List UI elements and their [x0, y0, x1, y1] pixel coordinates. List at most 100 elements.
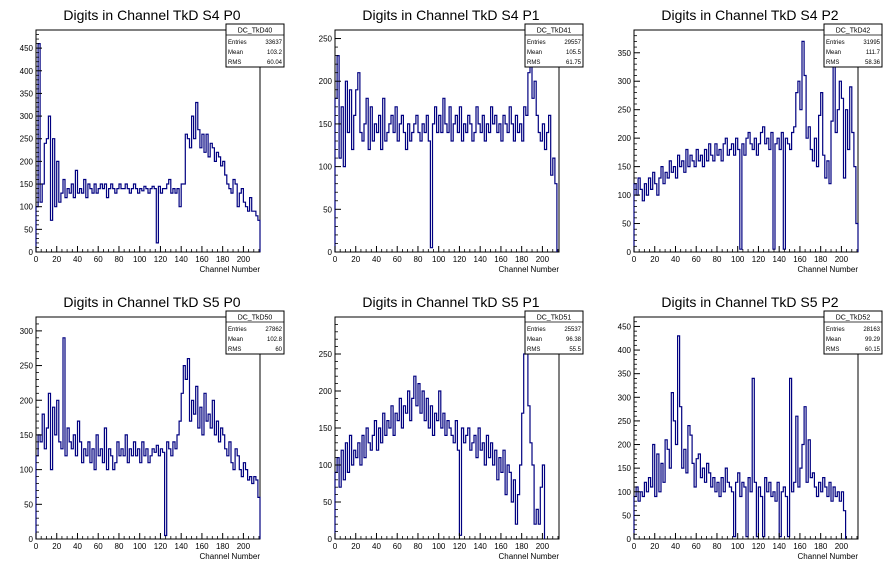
y-tick-label: 450	[20, 44, 34, 53]
x-tick-label: 100	[432, 542, 446, 551]
x-tick-label: 100	[731, 542, 745, 551]
stats-title: DC_TkD51	[537, 315, 572, 322]
x-tick-label: 200	[835, 255, 849, 264]
x-tick-label: 40	[671, 542, 680, 551]
stats-box	[823, 23, 883, 68]
histogram-series	[35, 337, 261, 539]
x-tick-label: 200	[536, 255, 550, 264]
x-tick-label: 20	[650, 542, 659, 551]
histogram-panel: Digits in Channel TkD S4 P1 0 20 40 60 80 100 1…	[319, 7, 584, 274]
x-tick-label: 120	[154, 542, 168, 551]
y-tick-label: 400	[20, 67, 34, 76]
y-tick-label: 100	[20, 203, 34, 212]
stats-row-value: 61.75	[566, 60, 582, 66]
y-tick-label: 150	[319, 120, 333, 129]
x-axis-title: Channel Number	[499, 552, 560, 561]
x-tick-label: 160	[195, 542, 209, 551]
y-tick-label: 0	[29, 248, 34, 257]
histogram-panel: Digits in Channel TkD S4 P0 0 20 40 60 80 100 1…	[20, 7, 285, 274]
x-tick-label: 60	[94, 255, 103, 264]
chart-title: Digits in Channel TkD S5 P1	[362, 294, 539, 310]
histogram-series	[35, 43, 261, 252]
y-tick-label: 150	[319, 424, 333, 433]
x-tick-label: 80	[414, 542, 423, 551]
chart-title: Digits in Channel TkD S5 P2	[661, 294, 838, 310]
stats-row-label: Entries	[527, 327, 546, 333]
x-tick-label: 160	[793, 542, 807, 551]
y-tick-label: 350	[618, 49, 632, 58]
x-tick-label: 120	[453, 542, 467, 551]
stats-row-label: Entries	[826, 327, 845, 333]
x-tick-label: 20	[52, 542, 61, 551]
x-tick-label: 200	[237, 255, 251, 264]
y-tick-label: 200	[20, 396, 34, 405]
y-tick-label: 100	[319, 461, 333, 470]
y-tick-label: 300	[618, 77, 632, 86]
x-tick-label: 80	[115, 255, 124, 264]
x-tick-label: 40	[372, 542, 381, 551]
y-tick-label: 50	[622, 220, 631, 229]
y-tick-label: 100	[319, 163, 333, 172]
y-tick-label: 100	[20, 466, 34, 475]
y-tick-label: 200	[319, 77, 333, 86]
y-tick-label: 50	[622, 511, 631, 520]
x-tick-label: 100	[731, 255, 745, 264]
y-tick-label: 250	[20, 135, 34, 144]
x-tick-label: 140	[175, 255, 189, 264]
stats-row-label: Mean	[826, 337, 841, 343]
x-tick-label: 140	[175, 542, 189, 551]
x-tick-label: 120	[154, 255, 168, 264]
histogram-series	[633, 335, 847, 539]
y-tick-label: 350	[618, 370, 632, 379]
y-tick-label: 300	[20, 112, 34, 121]
x-tick-label: 0	[34, 542, 39, 551]
stats-row-label: Mean	[826, 50, 841, 56]
histogram-series	[633, 40, 859, 252]
stats-row-value: 103.2	[267, 50, 283, 56]
x-tick-label: 200	[237, 542, 251, 551]
x-tick-label: 180	[814, 255, 828, 264]
y-tick-label: 50	[323, 205, 332, 214]
y-tick-label: 150	[618, 464, 632, 473]
stats-row-value: 33637	[265, 40, 282, 46]
y-tick-label: 0	[328, 535, 333, 544]
stats-box	[524, 23, 584, 68]
stats-row-label: Mean	[527, 50, 542, 56]
histogram-panel: Digits in Channel TkD S5 P0 0 20 40 60 80 100 1…	[20, 294, 285, 561]
y-tick-label: 250	[319, 350, 333, 359]
stats-row-value: 60.04	[267, 60, 283, 66]
y-tick-label: 50	[323, 498, 332, 507]
x-tick-label: 80	[414, 255, 423, 264]
stats-row-value: 60.15	[865, 347, 881, 353]
x-tick-label: 160	[494, 542, 508, 551]
stats-row-value: 55.5	[569, 347, 581, 353]
stats-row-label: RMS	[527, 347, 540, 353]
stats-row-value: 27862	[265, 327, 282, 333]
y-tick-label: 50	[24, 500, 33, 509]
x-tick-label: 40	[73, 255, 82, 264]
x-tick-label: 20	[52, 255, 61, 264]
x-tick-label: 140	[474, 255, 488, 264]
x-tick-label: 40	[73, 542, 82, 551]
x-axis-title: Channel Number	[499, 265, 560, 274]
plot-frame	[633, 316, 859, 540]
stats-row-value: 102.8	[267, 337, 283, 343]
stats-row-label: Entries	[527, 40, 546, 46]
x-tick-label: 100	[133, 255, 147, 264]
histogram-panel: Digits in Channel TkD S5 P2 0 20 40 60 80 100 1…	[618, 294, 883, 561]
x-tick-label: 40	[671, 255, 680, 264]
x-tick-label: 0	[34, 255, 39, 264]
y-tick-label: 250	[618, 106, 632, 115]
y-tick-label: 250	[618, 417, 632, 426]
x-tick-label: 180	[515, 542, 529, 551]
x-tick-label: 140	[773, 255, 787, 264]
x-tick-label: 120	[752, 542, 766, 551]
y-tick-label: 250	[319, 35, 333, 44]
stats-row-value: 29557	[564, 40, 581, 46]
x-tick-label: 200	[835, 542, 849, 551]
x-tick-label: 180	[515, 255, 529, 264]
y-tick-label: 250	[20, 362, 34, 371]
x-tick-label: 140	[773, 542, 787, 551]
stats-box	[524, 310, 584, 355]
